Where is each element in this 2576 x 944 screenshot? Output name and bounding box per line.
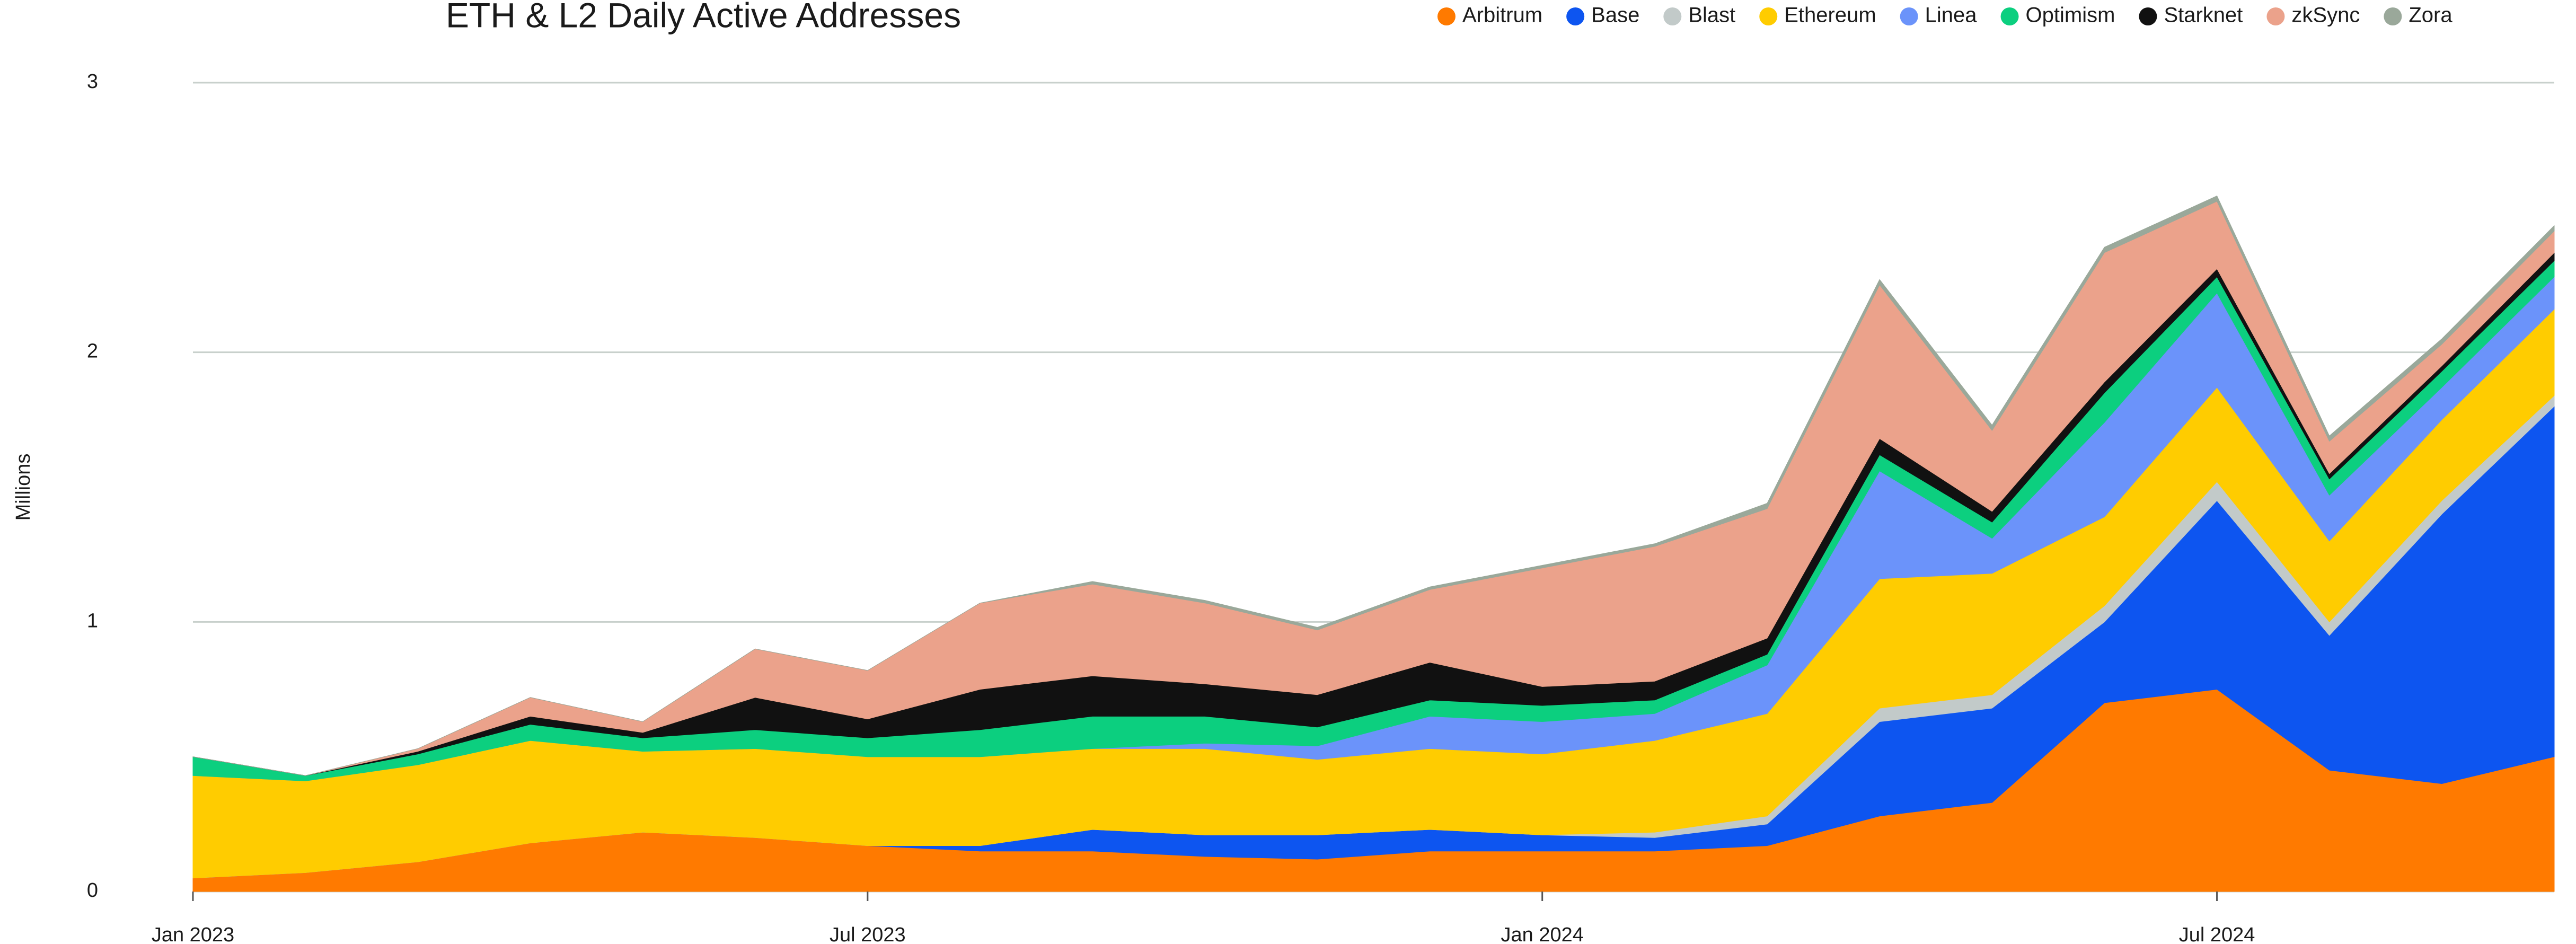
legend-label: Arbitrum	[1462, 4, 1542, 27]
legend-label: Ethereum	[1784, 4, 1876, 27]
x-tick-label: Jan 2024	[1501, 924, 1584, 944]
legend-label: Linea	[1925, 4, 1978, 27]
area	[192, 196, 2555, 776]
legend-label: Blast	[1688, 4, 1735, 27]
legend-marker	[1663, 7, 1682, 25]
legend-marker	[2000, 7, 2019, 25]
y-tick-label: 0	[87, 879, 98, 902]
x-tick-label: Jul 2023	[830, 924, 906, 944]
legend-marker	[2139, 7, 2157, 25]
legend-label: zkSync	[2291, 4, 2360, 27]
legend-marker	[2384, 7, 2402, 25]
y-tick-label: 3	[87, 70, 98, 93]
legend-label: Base	[1591, 4, 1639, 27]
y-axis-label: Millions	[12, 454, 34, 521]
legend-marker	[1900, 7, 1918, 25]
chart-title: ETH & L2 Daily Active Addresses	[446, 0, 961, 34]
y-tick-label: 1	[87, 610, 98, 632]
legend-label: Optimism	[2026, 4, 2115, 27]
legend-marker	[1437, 7, 1455, 25]
y-tick-label: 2	[87, 340, 98, 363]
x-tick-label: Jul 2024	[2179, 924, 2255, 944]
legend-marker	[2266, 7, 2285, 25]
legend-marker	[1566, 7, 1585, 25]
legend-label: Zora	[2409, 4, 2453, 27]
legend-label: Starknet	[2164, 4, 2243, 27]
x-tick-label: Jan 2023	[152, 924, 234, 944]
legend-marker	[1759, 7, 1778, 25]
